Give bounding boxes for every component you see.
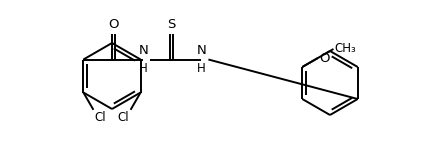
Text: Cl: Cl <box>95 111 106 124</box>
Text: S: S <box>167 18 176 31</box>
Text: H: H <box>139 63 148 76</box>
Text: Cl: Cl <box>117 111 128 124</box>
Text: O: O <box>319 52 329 64</box>
Text: CH₃: CH₃ <box>335 43 356 55</box>
Text: N: N <box>197 43 206 57</box>
Text: O: O <box>108 18 118 31</box>
Text: N: N <box>138 43 148 57</box>
Text: H: H <box>197 63 206 76</box>
